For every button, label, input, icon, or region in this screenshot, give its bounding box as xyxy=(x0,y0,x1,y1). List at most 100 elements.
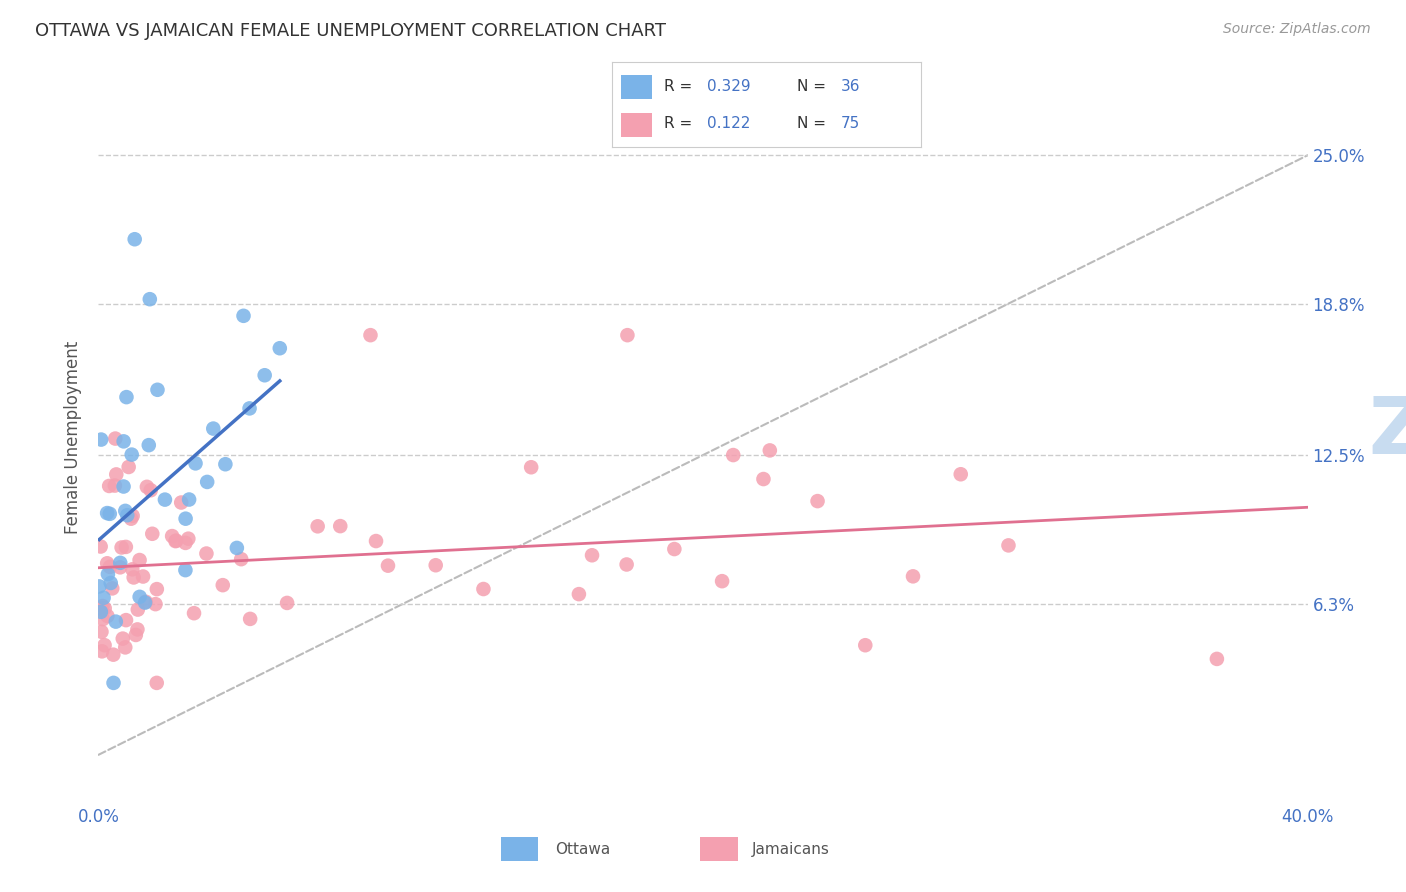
Text: R =: R = xyxy=(664,116,697,131)
Point xyxy=(90,540,112,554)
Text: 0.122: 0.122 xyxy=(707,116,751,131)
Point xyxy=(752,472,775,486)
Point xyxy=(377,558,399,573)
Point xyxy=(239,401,262,416)
Point xyxy=(96,557,118,571)
Point xyxy=(89,579,111,593)
Point xyxy=(141,526,163,541)
Point xyxy=(90,624,112,639)
Point xyxy=(111,632,134,646)
Point xyxy=(128,553,150,567)
Point xyxy=(114,504,136,518)
Point xyxy=(664,542,686,557)
Point xyxy=(90,433,112,447)
Point xyxy=(132,569,155,583)
Bar xyxy=(621,113,652,137)
Point xyxy=(110,541,132,555)
Point xyxy=(97,567,120,582)
Point xyxy=(269,341,291,355)
Text: OTTAWA VS JAMAICAN FEMALE UNEMPLOYMENT CORRELATION CHART: OTTAWA VS JAMAICAN FEMALE UNEMPLOYMENT C… xyxy=(35,22,666,40)
Point xyxy=(139,483,162,498)
Point xyxy=(96,608,118,623)
Text: ZIP: ZIP xyxy=(1368,392,1406,470)
Point xyxy=(101,582,124,596)
Point xyxy=(98,559,121,574)
Point xyxy=(184,456,207,470)
Point xyxy=(125,628,148,642)
Point xyxy=(139,292,162,306)
Point xyxy=(806,494,828,508)
Point xyxy=(231,552,253,566)
Point xyxy=(112,479,135,493)
Point xyxy=(165,534,187,549)
Point xyxy=(202,421,225,435)
Point xyxy=(174,536,197,550)
Y-axis label: Female Unemployment: Female Unemployment xyxy=(65,341,83,533)
Point xyxy=(100,576,122,591)
Point xyxy=(225,541,247,555)
Point xyxy=(115,540,138,554)
Point xyxy=(360,328,382,343)
Point xyxy=(104,432,127,446)
Point xyxy=(145,597,167,611)
Text: Ottawa: Ottawa xyxy=(555,842,610,856)
Point xyxy=(165,533,187,548)
Point xyxy=(183,606,205,620)
Point xyxy=(108,560,131,574)
Text: N =: N = xyxy=(797,116,831,131)
Point xyxy=(901,569,924,583)
Point xyxy=(1206,652,1229,666)
Point xyxy=(276,596,298,610)
Point xyxy=(120,512,142,526)
Point xyxy=(105,467,128,482)
Point xyxy=(723,448,745,462)
Point xyxy=(329,519,352,533)
Point xyxy=(170,495,193,509)
Point xyxy=(174,511,197,525)
Point xyxy=(90,601,112,615)
Text: Jamaicans: Jamaicans xyxy=(752,842,830,856)
Point xyxy=(195,475,218,489)
Text: 0.329: 0.329 xyxy=(707,78,751,94)
Point xyxy=(195,547,218,561)
Point xyxy=(568,587,591,601)
Point xyxy=(997,538,1019,552)
Point xyxy=(853,638,876,652)
Point xyxy=(115,390,138,404)
Point xyxy=(472,582,495,596)
Point xyxy=(520,460,543,475)
Point xyxy=(114,640,136,655)
Text: 75: 75 xyxy=(841,116,859,131)
Point xyxy=(364,534,387,549)
Point xyxy=(179,492,201,507)
Point xyxy=(134,596,156,610)
Point xyxy=(174,563,197,577)
Point xyxy=(127,602,149,616)
Point xyxy=(135,480,157,494)
Point xyxy=(232,309,254,323)
Point xyxy=(112,434,135,449)
Text: N =: N = xyxy=(797,78,831,94)
Point xyxy=(104,615,127,629)
Point xyxy=(239,612,262,626)
Point xyxy=(91,599,114,613)
Point xyxy=(949,467,972,482)
Point xyxy=(121,562,143,576)
Point xyxy=(146,582,169,596)
Text: 36: 36 xyxy=(841,78,860,94)
Point xyxy=(121,508,143,523)
Point xyxy=(93,591,115,605)
Point xyxy=(160,529,183,543)
Point xyxy=(103,676,125,690)
Point xyxy=(127,623,149,637)
Point xyxy=(90,605,112,619)
Point xyxy=(425,558,447,573)
Point xyxy=(581,548,603,562)
Text: Source: ZipAtlas.com: Source: ZipAtlas.com xyxy=(1223,22,1371,37)
Point xyxy=(103,648,125,662)
Point xyxy=(214,457,236,471)
Point xyxy=(91,612,114,626)
Point xyxy=(91,644,114,658)
Point xyxy=(118,460,141,475)
Point xyxy=(177,532,200,546)
